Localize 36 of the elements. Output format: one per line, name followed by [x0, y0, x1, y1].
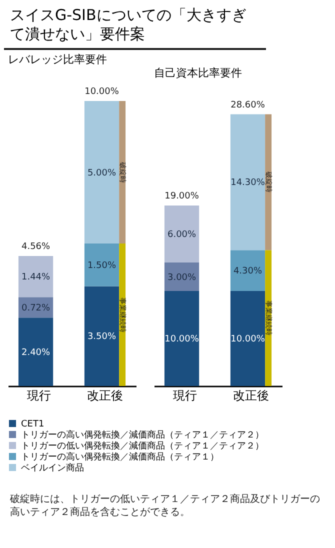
total-label: 4.56% [21, 242, 51, 252]
x-tick-label: 現行 [173, 388, 198, 402]
chart-title: スイスG-SIBについての「大きすぎて潰せない」要件案 [4, 4, 266, 50]
total-label: 10.00% [84, 87, 120, 97]
data-label: 1.44% [21, 272, 51, 283]
data-label: 0.72% [21, 303, 51, 314]
data-label: 5.00% [87, 168, 116, 178]
data-label: 14.30% [230, 178, 266, 188]
legend-label: CET1 [21, 420, 44, 430]
bar [230, 250, 266, 291]
chart-subtitle: レバレッジ比率要件 [8, 53, 107, 66]
x-tick-label: 現行 [27, 388, 52, 402]
text: 破綻時には、トリガーの低いティア１／ティア２商品及びトリガーの高いティア２商品を含むことができる。 [10, 493, 320, 519]
legend-label: トリガーの高い偶発転換／減価商品（ティア１／ティア２） [21, 430, 264, 440]
data-label: 10.00% [164, 334, 200, 344]
bar [84, 244, 120, 286]
bar [18, 318, 54, 386]
total-label: 28.60% [230, 100, 266, 110]
total-label: 19.00% [164, 192, 200, 202]
bar [164, 206, 200, 262]
chart-subtitle: 自己資本比率要件 [154, 66, 242, 80]
legend-label: ベイルイン商品 [21, 462, 84, 474]
legend-label: トリガーの高い偶発転換／減価商品（ティア１） [21, 452, 219, 462]
x-tick-label: 改正後 [232, 388, 269, 402]
legend-label: トリガーの低い偶発転換／減価商品（ティア１／ティア２） [21, 440, 264, 452]
data-label: 10.00% [230, 334, 266, 344]
bar [164, 291, 200, 386]
data-label: 3.00% [167, 272, 197, 283]
x-tick-label: 改正後 [86, 388, 123, 402]
data-label: 2.40% [21, 348, 51, 358]
bar [18, 256, 54, 298]
data-label: 3.50% [87, 332, 116, 342]
data-label: 1.50% [87, 260, 116, 271]
data-label: 6.00% [167, 230, 197, 240]
data-label: 4.30% [233, 266, 262, 277]
bar [164, 262, 200, 291]
